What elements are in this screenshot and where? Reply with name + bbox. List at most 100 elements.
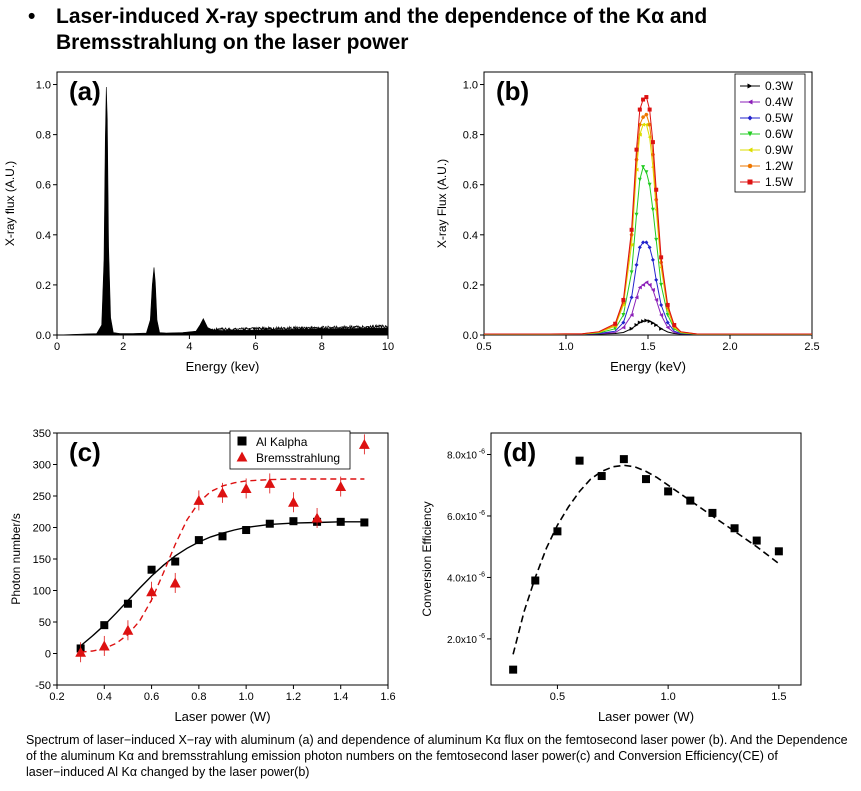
data-point [644,95,649,100]
x-tick-label: 2 [120,341,126,353]
y-axis-label: X-ray flux (A.U.) [3,161,17,246]
y-tick-label: 2.0x10 [447,635,477,646]
y-tick-label: 0.6 [36,180,51,192]
x-axis-label: Energy (kev) [186,359,260,374]
legend-swatch-marker [747,179,753,185]
data-point [644,112,649,117]
data-point [242,526,251,535]
data-point [659,282,664,287]
data-point [637,132,642,137]
y-tick-label: 0 [45,649,51,661]
data-point [629,242,634,247]
panel-label: (c) [69,437,101,467]
x-tick-label: 8 [319,341,325,353]
x-axis-label: Laser power (W) [174,709,270,724]
y-axis-label: Conversion Efficiency [420,501,434,616]
legend-label: 0.6W [765,127,794,141]
chart-b-power-spectra: 0.5 1.0 1.5 2.0 2.5 0.0 0.2 0.4 0.6 0.8 1.0 Energy … [435,71,820,374]
data-point [629,270,634,275]
data-point [650,207,655,212]
y-axis-label: Photon number/s [9,513,23,604]
y-tick-exponent: -6 [479,633,485,640]
data-point [641,319,646,324]
legend-label: 0.4W [765,95,794,109]
data-point [634,212,639,217]
y-tick-label: 0.4 [463,230,478,242]
y-tick-label: 0.2 [463,280,478,292]
legend-swatch-marker [237,436,247,446]
y-tick-label: 0.2 [36,280,51,292]
data-point [575,456,584,465]
data-point [647,107,652,112]
data-point [629,227,634,232]
plot-frame [490,432,802,686]
data-point [98,640,110,651]
data-point [650,320,655,325]
spectrum-area [56,86,389,336]
x-tick-label: 1.5 [771,691,786,703]
legend-swatch-marker [747,115,753,121]
data-point [642,475,650,484]
data-point [686,496,695,505]
data-point [665,320,670,325]
x-tick-label: 1.0 [660,691,675,703]
chart-a-spectrum: 0 2 4 6 8 10 0.0 0.2 0.4 0.6 0.8 1.0 Energy (kev) X-r… [3,71,394,374]
x-tick-label: 1.2 [286,691,301,703]
data-point [654,237,659,242]
data-point [553,527,562,536]
data-point [289,517,298,526]
legend-label: 1.5W [765,175,794,189]
y-tick-exponent: -6 [479,510,485,517]
data-point [637,107,642,112]
legend-swatch-marker [236,451,248,462]
y-tick-label: 150 [33,554,51,566]
legend-box [229,430,351,470]
data-point [123,599,132,608]
data-point [647,245,652,250]
data-point [641,165,646,170]
x-tick-label: 0.5 [550,691,565,703]
data-point [654,277,659,282]
data-point [644,170,649,175]
data-point [597,472,606,481]
legend-swatch-marker [747,147,753,153]
x-tick-label: 0 [54,341,60,353]
x-tick-label: 1.6 [380,691,395,703]
chart-d-conversion-efficiency: 0.5 1.0 1.52.0x10 -64.0x10 -66.0x10 -68.0x10-… [420,432,802,724]
data-point [654,322,659,327]
data-point [619,455,628,464]
y-tick-label: 1.0 [36,80,51,92]
fit-curve [512,464,780,655]
x-tick-label: 0.6 [144,691,159,703]
data-point [311,512,323,523]
data-point [664,487,673,496]
data-point [100,621,109,630]
x-tick-label: 4 [186,341,192,353]
legend-label: 0.5W [765,111,794,125]
y-tick-label: 100 [33,586,51,598]
legend-swatch-marker [747,163,753,169]
y-tick-label: 0.6 [463,180,478,192]
data-point [659,302,664,307]
legend-label: 0.3W [765,79,794,93]
data-point [264,478,276,488]
data-point [641,115,646,119]
data-point [217,487,228,498]
data-point [637,285,642,290]
data-point [634,262,639,267]
y-tick-exponent: -6 [479,571,485,578]
data-point [146,586,157,597]
bullet-marker: • [28,5,36,28]
data-point [637,320,642,325]
data-point [647,319,652,324]
panel-label: (a) [69,76,101,106]
x-axis-label: Laser power (W) [598,709,694,724]
legend-label: Al Kalpha [256,435,308,449]
y-tick-label: 8.0x10 [447,451,477,462]
data-point [644,240,649,245]
data-point [647,282,652,287]
data-point [335,481,347,492]
y-tick-label: 0.8 [463,130,478,142]
data-point [637,245,642,250]
legend-label: Bremsstrahlung [256,451,340,465]
